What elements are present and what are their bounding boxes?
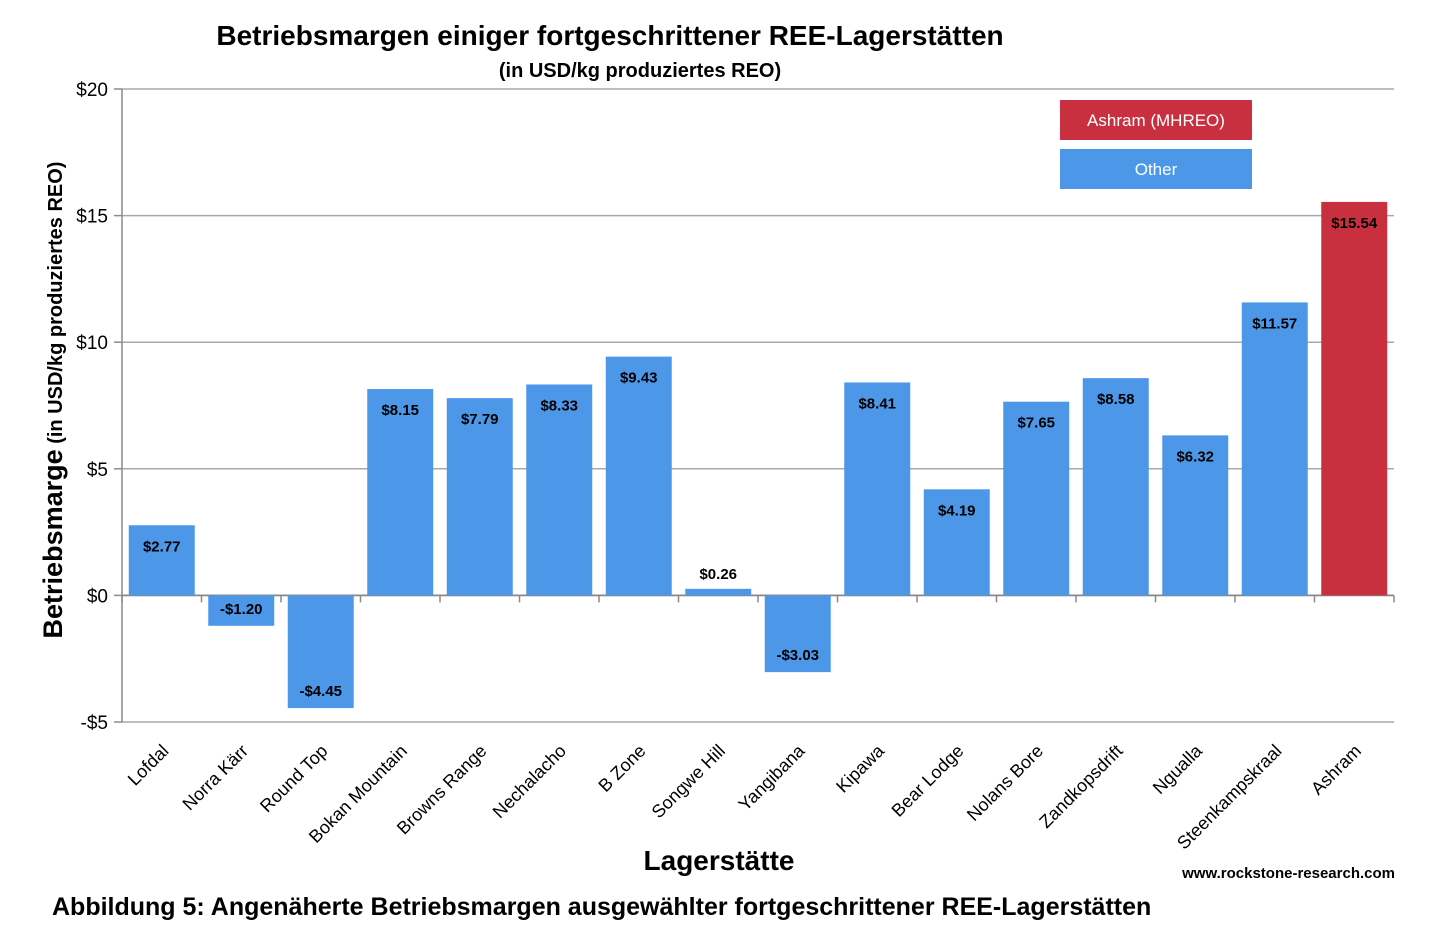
data-label: -$1.20: [220, 601, 263, 618]
x-tick-label: Ngualla: [1149, 740, 1207, 798]
data-label: $6.32: [1176, 448, 1214, 465]
y-tick-label: $5: [87, 460, 108, 481]
x-tick-label: B Zone: [594, 741, 649, 796]
bar: [1082, 378, 1149, 596]
data-label: $4.19: [938, 502, 976, 519]
x-tick-label: Zandkopsdrift: [1035, 741, 1126, 832]
bar: [1321, 201, 1388, 596]
bar: [287, 595, 354, 709]
legend-swatch-ashram: [1060, 100, 1252, 140]
legend-label-ashram: Ashram (MHREO): [1087, 111, 1225, 130]
x-tick-label: Nolans Bore: [963, 741, 1047, 825]
y-tick-label: $0: [87, 586, 108, 607]
legend: Ashram (MHREO) Other: [1060, 100, 1252, 189]
data-label: -$3.03: [776, 647, 819, 664]
data-label: $7.65: [1017, 415, 1055, 432]
figure-caption: Abbildung 5: Angenäherte Betriebsmargen …: [52, 893, 1152, 921]
y-tick-label: $20: [76, 80, 108, 101]
legend-label-other: Other: [1135, 160, 1178, 179]
bar: [1162, 435, 1229, 596]
bars: [128, 201, 1388, 709]
data-label: -$4.45: [299, 683, 342, 700]
bar: [1241, 302, 1308, 596]
x-tick-label: Songwe Hill: [648, 741, 729, 822]
x-tick-label: Bear Lodge: [888, 741, 968, 821]
x-tick-label: Norra Kärr: [179, 741, 253, 815]
data-labels: $2.77 -$1.20 -$4.45 $8.15 $7.79 $8.33 $9.43 $0.…: [143, 215, 1378, 700]
x-tick-label: Kipawa: [832, 740, 889, 797]
x-tick-label: Round Top: [256, 741, 331, 816]
bar: [605, 356, 672, 596]
y-tick-label: $15: [76, 207, 108, 228]
y-tick-label: -$5: [81, 713, 108, 734]
x-tick-label: Ashram: [1307, 741, 1365, 799]
source-credit: www.rockstone-research.com: [1181, 865, 1395, 882]
bar-chart: Betriebsmargen einiger fortgeschrittener…: [38, 20, 1395, 882]
chart-title: Betriebsmargen einiger fortgeschrittener…: [216, 20, 1003, 51]
y-axis-title-sub: (in USD/kg produziertes REO): [45, 162, 67, 450]
data-label: $9.43: [620, 370, 658, 387]
bar: [526, 384, 593, 596]
x-axis-title: Lagerstätte: [644, 845, 795, 876]
y-tick-label: $10: [76, 333, 108, 354]
bar: [1003, 401, 1070, 596]
x-tick-label: Lofdal: [124, 741, 173, 790]
data-label: $11.57: [1252, 315, 1297, 332]
y-axis-ticks: $20 $15 $10 $5 $0 -$5: [76, 80, 108, 734]
data-label: $8.41: [858, 395, 896, 412]
data-label: $0.26: [699, 566, 737, 583]
x-tick-label: Nechalacho: [489, 741, 570, 822]
data-label: $7.79: [461, 411, 499, 428]
chart-subtitle: (in USD/kg produziertes REO): [499, 60, 781, 82]
data-label: $8.15: [381, 402, 419, 419]
bar: [685, 588, 752, 596]
bar: [128, 525, 195, 596]
data-label: $8.33: [540, 397, 578, 414]
y-axis-title: Betriebsmarge (in USD/kg produziertes RE…: [38, 162, 68, 639]
bar: [367, 389, 434, 596]
bar: [764, 595, 831, 673]
data-label: $15.54: [1331, 215, 1378, 232]
x-tick-label: Yangibana: [735, 740, 810, 815]
data-label: $8.58: [1097, 391, 1135, 408]
bar: [844, 382, 911, 596]
bar: [923, 489, 990, 596]
bar: [446, 398, 513, 596]
data-label: $2.77: [143, 538, 181, 555]
y-axis-title-main: Betriebsmarge: [38, 449, 68, 638]
bar: [208, 595, 275, 626]
legend-swatch-other: [1060, 149, 1252, 189]
